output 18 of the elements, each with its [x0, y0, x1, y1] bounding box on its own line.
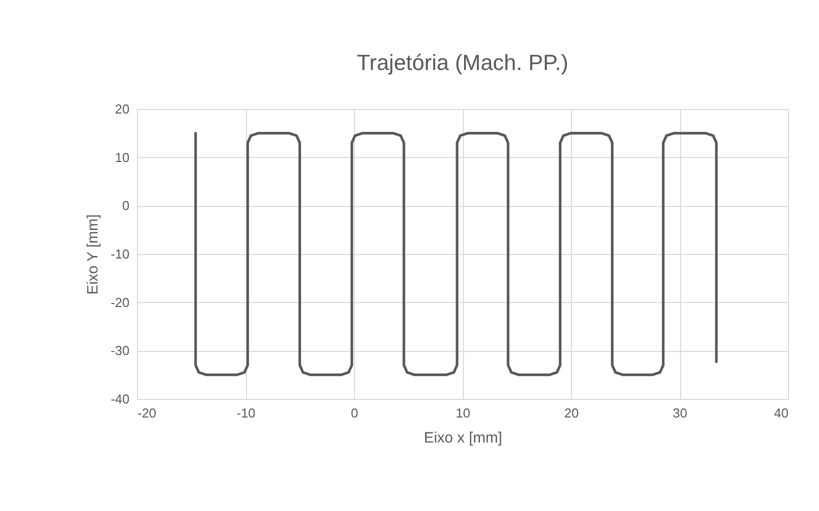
x-tick-label: 40 — [774, 406, 788, 420]
y-tick-label: -10 — [110, 246, 130, 262]
y-tick-label: -20 — [110, 294, 130, 310]
x-tick-label: 20 — [564, 406, 579, 420]
x-tick-label: 30 — [672, 406, 688, 420]
y-tick-label: -40 — [110, 392, 130, 406]
chart-title: Trajetória (Mach. PP.) — [356, 50, 568, 75]
x-tick-label: -20 — [138, 406, 156, 420]
x-tick-label: 10 — [456, 406, 470, 420]
x-tick-label: 0 — [350, 406, 358, 420]
y-tick-label: 20 — [115, 102, 130, 116]
line-series — [194, 132, 718, 376]
y-tick-label: -30 — [110, 343, 130, 358]
x-axis-title: Eixo x [mm] — [424, 430, 502, 446]
x-tick-label: -10 — [236, 406, 256, 420]
y-tick-label: 10 — [115, 150, 130, 165]
y-axis-title: Eixo Y [mm] — [84, 214, 102, 295]
y-tick-label: 0 — [122, 198, 130, 214]
